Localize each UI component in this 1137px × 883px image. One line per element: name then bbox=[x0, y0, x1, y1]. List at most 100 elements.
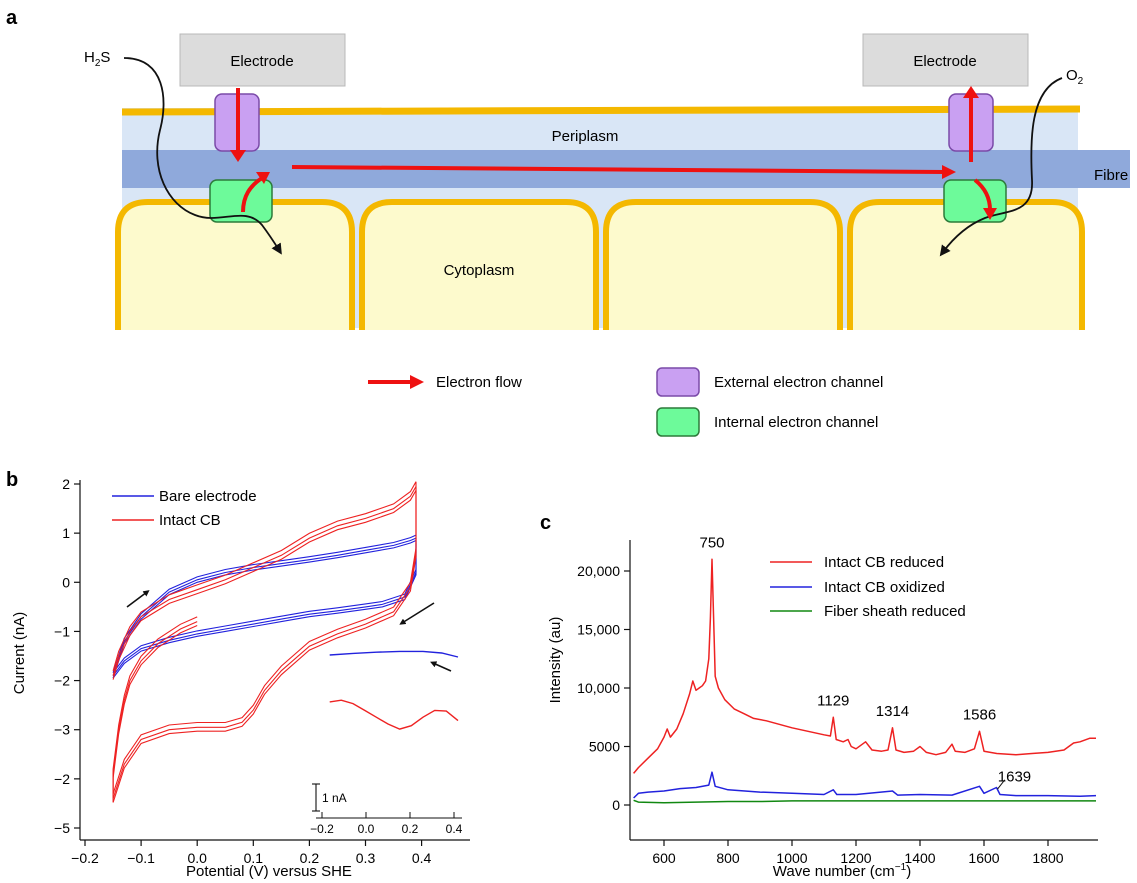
panel-b-ylabel: Current (nA) bbox=[11, 612, 28, 695]
cv-trace-intact-cb bbox=[112, 490, 417, 680]
inset-red-trace bbox=[329, 699, 459, 730]
x-tick-label: 1200 bbox=[840, 850, 871, 866]
cytoplasm-label: Cytoplasm bbox=[444, 262, 515, 279]
panel-b: b −0.2 −0.1 0.0 0.1 0.2 0.3 0.4 2 1 0 −1 −2 −3 −2 −5 −… bbox=[6, 469, 470, 880]
legend-electron-flow-label: Electron flow bbox=[436, 374, 522, 391]
cv-trace-intact-cb bbox=[112, 621, 198, 799]
panel-c: c 600 800 1000 1200 1400 1600 1800 20,000 15,000… bbox=[540, 512, 1098, 880]
legend-external-swatch bbox=[656, 367, 700, 397]
y-tick-label: −2 bbox=[54, 673, 70, 689]
fibre-label: Fibre bbox=[1094, 167, 1128, 184]
inset-x-tick-label: 0.4 bbox=[446, 822, 463, 836]
cv-trace-intact-cb bbox=[112, 616, 198, 794]
y-tick-label: −5 bbox=[54, 820, 70, 836]
electrode-left-label: Electrode bbox=[230, 53, 293, 70]
y-tick-label: 20,000 bbox=[577, 563, 620, 579]
panel-b-arrow-forward bbox=[126, 590, 150, 608]
h2s-diffusion-path bbox=[123, 57, 282, 255]
legend-fiber-label: Fiber sheath reduced bbox=[824, 603, 966, 620]
panel-b-xlabel: Potential (V) versus SHE bbox=[186, 863, 352, 880]
peak-label-1314: 1314 bbox=[876, 703, 909, 720]
outer-membrane bbox=[121, 105, 1081, 116]
o2-label: O2 bbox=[1066, 67, 1084, 87]
cv-trace-intact-cb bbox=[112, 624, 198, 803]
y-tick-label: 2 bbox=[62, 476, 70, 492]
cv-trace-intact-cb bbox=[112, 481, 417, 794]
cell-2 bbox=[359, 199, 599, 330]
cv-trace-bare-electrode bbox=[112, 539, 417, 679]
cell-3 bbox=[603, 199, 843, 330]
panel-letter-c: c bbox=[540, 512, 551, 534]
panel-letter-a: a bbox=[6, 7, 18, 29]
panel-b-inset-arrow bbox=[430, 661, 452, 672]
y-tick-label: −3 bbox=[54, 722, 70, 738]
x-tick-label: 0.1 bbox=[244, 850, 264, 866]
x-tick-label: 1400 bbox=[904, 850, 935, 866]
flow-arrow-fibre bbox=[291, 165, 946, 174]
cv-trace-intact-cb bbox=[112, 490, 417, 803]
panel-c-series bbox=[633, 558, 1097, 804]
internal-channel-right bbox=[943, 179, 1007, 223]
cv-trace-intact-cb bbox=[112, 486, 417, 799]
x-tick-label: 1800 bbox=[1032, 850, 1063, 866]
electrode-right-label: Electrode bbox=[913, 53, 976, 70]
panel-b-inset: −0.2 0.0 0.2 0.4 1 nA bbox=[310, 650, 463, 836]
panel-c-ylabel: Intensity (au) bbox=[547, 617, 564, 704]
panel-a: a Electrode Electrode Periplasm Fibre Cy… bbox=[6, 7, 1130, 437]
x-tick-label: 1000 bbox=[776, 850, 807, 866]
periplasm-label: Periplasm bbox=[552, 128, 619, 145]
cv-trace-bare-electrode bbox=[112, 537, 417, 674]
electrode-right bbox=[862, 33, 1029, 87]
y-tick-label: 0 bbox=[612, 797, 620, 813]
y-tick-label: 1 bbox=[62, 525, 70, 541]
legend-intact-cb-label: Intact CB bbox=[159, 512, 221, 529]
panel-c-annotations: 750 1129 1314 1586 1639 bbox=[699, 534, 1031, 785]
flow-arrow-curve-left-head bbox=[256, 172, 270, 184]
annotation-1639-leader bbox=[997, 779, 1006, 790]
x-tick-label: −0.1 bbox=[127, 850, 155, 866]
cv-trace-intact-cb bbox=[112, 481, 417, 672]
x-tick-label: 1600 bbox=[968, 850, 999, 866]
inset-x-tick-label: 0.0 bbox=[358, 822, 375, 836]
inset-scale-bar-label: 1 nA bbox=[322, 791, 347, 805]
panel-letter-b: b bbox=[6, 469, 18, 491]
panel-b-series bbox=[112, 481, 417, 803]
o2-diffusion-path bbox=[939, 77, 1063, 257]
legend-reduced-label: Intact CB reduced bbox=[824, 554, 944, 571]
y-tick-label: −2 bbox=[54, 771, 70, 787]
panel-b-axes: −0.2 −0.1 0.0 0.1 0.2 0.3 0.4 2 1 0 −1 −2 −3 −2 −5 bbox=[54, 476, 470, 866]
x-tick-label: 0.0 bbox=[187, 850, 207, 866]
panel-c-legend: Intact CB reduced Intact CB oxidized Fib… bbox=[770, 554, 966, 620]
panel-b-arrow-reverse bbox=[399, 602, 435, 625]
panel-b-legend: Bare electrode Intact CB bbox=[112, 488, 257, 529]
legend-internal-swatch bbox=[656, 407, 700, 437]
panel-c-axes: 600 800 1000 1200 1400 1600 1800 20,000 15,000 10… bbox=[577, 540, 1098, 866]
legend-external-label: External electron channel bbox=[714, 374, 883, 391]
flow-arrow-curve-left bbox=[241, 176, 264, 213]
y-tick-label: 0 bbox=[62, 574, 70, 590]
raman-trace-intact-cb-oxidized bbox=[633, 771, 1097, 799]
x-tick-label: 0.4 bbox=[412, 850, 432, 866]
y-tick-label: 15,000 bbox=[577, 622, 620, 638]
flow-arrow-down-left-head bbox=[230, 150, 246, 162]
x-tick-label: 0.2 bbox=[300, 850, 320, 866]
panel-a-legend: Electron flow External electron channel … bbox=[368, 367, 883, 437]
flow-arrow-curve-right bbox=[973, 178, 992, 211]
inset-blue-trace bbox=[329, 650, 459, 658]
electrode-left bbox=[179, 33, 346, 87]
legend-electron-flow-arrowhead bbox=[410, 375, 424, 389]
inset-x-tick-label: −0.2 bbox=[310, 822, 334, 836]
h2s-label: H2S bbox=[84, 49, 110, 69]
x-tick-label: 600 bbox=[652, 850, 676, 866]
x-tick-label: 0.3 bbox=[356, 850, 376, 866]
y-tick-label: 10,000 bbox=[577, 680, 620, 696]
peak-label-750: 750 bbox=[699, 534, 724, 551]
x-tick-label: 800 bbox=[716, 850, 740, 866]
x-tick-label: −0.2 bbox=[71, 850, 99, 866]
y-tick-label: 5000 bbox=[589, 739, 620, 755]
peak-label-1639: 1639 bbox=[998, 768, 1031, 785]
legend-oxidized-label: Intact CB oxidized bbox=[824, 579, 945, 596]
legend-internal-label: Internal electron channel bbox=[714, 414, 878, 431]
raman-trace-fiber-sheath-reduced bbox=[633, 799, 1096, 804]
cv-trace-intact-cb bbox=[112, 486, 417, 676]
